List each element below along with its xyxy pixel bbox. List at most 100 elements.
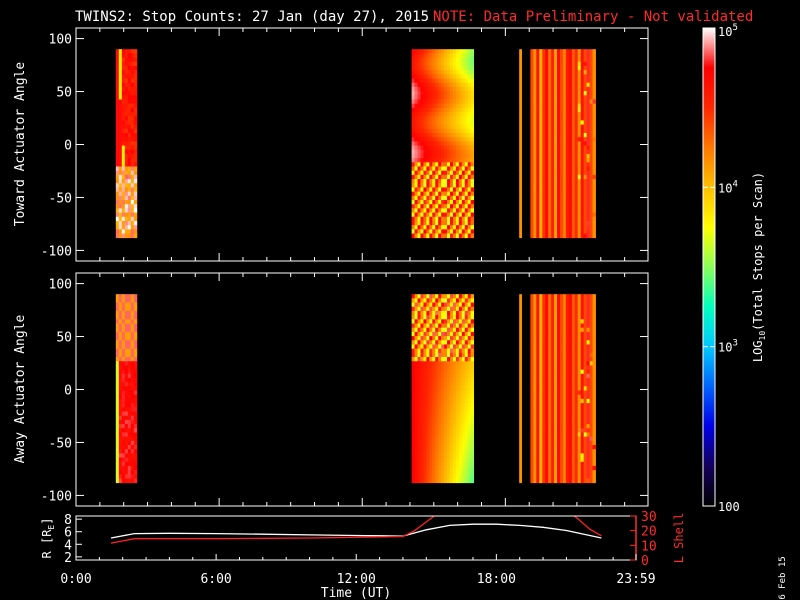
heatmap-cell	[574, 82, 579, 88]
heatmap-cell	[115, 103, 120, 109]
heatmap-cell	[420, 461, 424, 467]
heatmap-cell	[133, 424, 138, 429]
heatmap-cell	[530, 327, 534, 333]
heatmap-cell	[435, 428, 439, 433]
heatmap-cell	[423, 298, 427, 303]
heatmap-cell	[130, 394, 135, 400]
heatmap-cell	[571, 174, 576, 180]
heatmap-cell	[432, 294, 436, 299]
heatmap-cell	[414, 390, 418, 396]
heatmap-cell	[435, 369, 439, 375]
heatmap-cell	[429, 344, 433, 350]
heatmap-cell	[452, 348, 457, 354]
heatmap-cell	[574, 323, 579, 329]
heatmap-cell	[565, 65, 570, 71]
heatmap-cell	[447, 204, 451, 209]
heatmap-cell	[554, 141, 558, 146]
heatmap-cell	[557, 137, 561, 142]
heatmap-cell	[592, 174, 596, 180]
heatmap-cell	[444, 394, 448, 400]
heatmap-cell	[411, 357, 415, 362]
heatmap-cell	[130, 82, 135, 88]
heatmap-cell	[127, 361, 132, 366]
heatmap-cell	[411, 453, 415, 458]
heatmap-cell	[548, 170, 552, 176]
heatmap-cell	[542, 153, 546, 159]
heatmap-cell	[542, 74, 546, 79]
heatmap-cell	[444, 233, 448, 239]
heatmap-cell	[411, 403, 415, 408]
heatmap-cell	[574, 220, 579, 226]
heatmap-cell	[548, 419, 552, 425]
heatmap-cell	[580, 453, 585, 458]
heatmap-cell	[586, 419, 590, 425]
heatmap-cell	[580, 382, 585, 387]
heatmap-cell	[554, 336, 558, 341]
heatmap-cell	[560, 65, 564, 71]
heatmap-cell	[429, 323, 433, 329]
heatmap-cell	[444, 348, 448, 354]
heatmap-cell	[118, 415, 123, 421]
heatmap-cell	[441, 99, 445, 105]
heatmap-cell	[542, 120, 546, 125]
heatmap-cell	[574, 195, 579, 201]
heatmap-cell	[118, 53, 123, 58]
heatmap-cell	[551, 294, 555, 299]
heatmap-cell	[118, 166, 123, 172]
heatmap-cell	[548, 229, 552, 234]
heatmap-cell	[568, 369, 573, 375]
heatmap-cell	[589, 107, 593, 113]
heatmap-cell	[533, 440, 537, 446]
heatmap-cell	[444, 91, 448, 96]
heatmap-cell	[583, 432, 588, 438]
heatmap-cell	[447, 191, 451, 197]
heatmap-cell	[470, 57, 475, 63]
heatmap-cell	[592, 382, 596, 387]
heatmap-cell	[583, 386, 588, 391]
heatmap-cell	[127, 91, 132, 96]
heatmap-cell	[464, 336, 469, 341]
heatmap-cell	[589, 200, 593, 205]
heatmap-cell	[577, 465, 582, 471]
heatmap-cell	[592, 191, 596, 197]
heatmap-cell	[464, 319, 469, 324]
heatmap-cell	[133, 310, 138, 316]
heatmap-cell	[118, 78, 123, 84]
heatmap-cell	[551, 403, 555, 408]
heatmap-cell	[530, 137, 534, 142]
heatmap-cell	[458, 352, 463, 358]
heatmap-cell	[429, 306, 433, 312]
heatmap-cell	[571, 310, 576, 316]
heatmap-cell	[539, 132, 543, 138]
heatmap-cell	[414, 478, 418, 484]
heatmap-cell	[447, 132, 451, 138]
heatmap-cell	[458, 103, 463, 109]
heatmap-cell	[577, 424, 582, 429]
heatmap-cell	[121, 411, 126, 417]
heatmap-cell	[519, 449, 522, 454]
heatmap-cell	[124, 233, 129, 239]
heatmap-cell	[458, 344, 463, 350]
heatmap-cell	[455, 365, 460, 370]
heatmap-cell	[455, 78, 460, 84]
heatmap-cell	[577, 369, 582, 375]
heatmap-cell	[568, 449, 573, 454]
heatmap-cell	[557, 225, 561, 230]
heatmap-cell	[589, 298, 593, 303]
heatmap-cell	[574, 340, 579, 345]
heatmap-cell	[562, 377, 567, 383]
heatmap-cell	[452, 369, 457, 375]
heatmap-cell	[450, 141, 454, 146]
heatmap-cell	[592, 478, 596, 484]
heatmap-cell	[467, 449, 472, 454]
heatmap-cell	[115, 373, 120, 379]
heatmap-cell	[551, 86, 555, 92]
heatmap-cell	[545, 145, 549, 151]
heatmap-cell	[124, 95, 129, 100]
heatmap-cell	[577, 432, 582, 438]
heatmap-cell	[560, 294, 564, 299]
heatmap-cell	[432, 403, 436, 408]
heatmap-cell	[455, 195, 460, 201]
heatmap-cell	[127, 137, 132, 142]
heatmap-cell	[464, 170, 469, 176]
